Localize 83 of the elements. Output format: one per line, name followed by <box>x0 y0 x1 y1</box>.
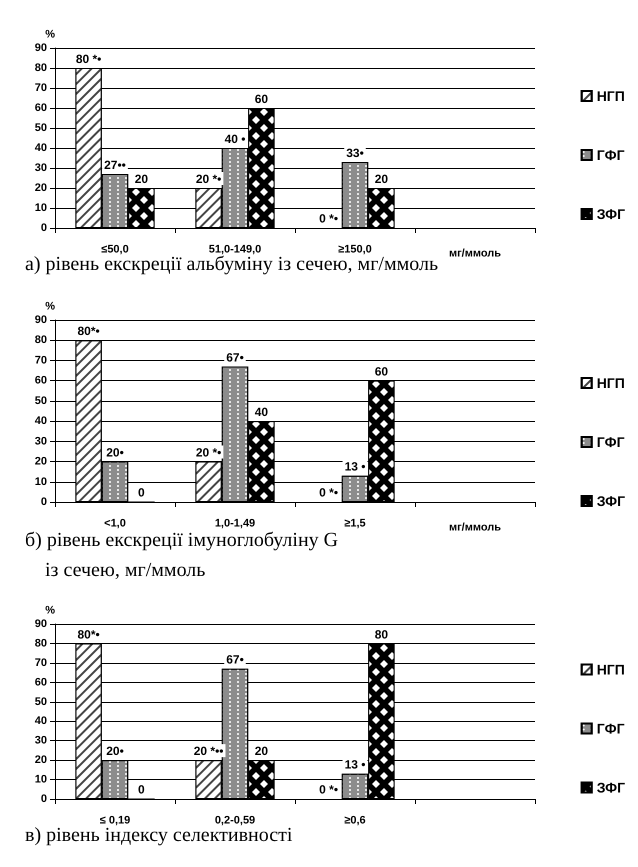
data-label: 0 *• <box>319 212 338 226</box>
data-label: 20 *• <box>196 446 222 460</box>
legend-label: ЗФГ <box>596 206 626 222</box>
data-label: 20 *• <box>196 172 222 186</box>
y-tick-label: 10 <box>34 476 47 488</box>
data-label: 13 • <box>344 758 366 772</box>
y-tick-label: 80 <box>34 62 47 74</box>
data-label: 80 *• <box>76 52 102 66</box>
data-label: 20 <box>374 172 388 186</box>
y-tick-label: 60 <box>34 374 47 387</box>
data-label: 0 <box>138 782 146 796</box>
data-label: 67• <box>226 652 244 667</box>
data-label: 20• <box>106 744 124 758</box>
x-tick-label: 51,0-149,0 <box>208 244 262 256</box>
data-label: 20 *•• <box>194 744 224 758</box>
y-tick-label: 50 <box>34 696 47 708</box>
legend-label: ГФГ <box>596 434 625 450</box>
legend-label: ЗФГ <box>596 780 626 796</box>
y-tick-label: 50 <box>34 394 47 407</box>
data-label: 20• <box>106 446 124 460</box>
y-tick-label: 50 <box>34 122 47 134</box>
y-tick-label: 60 <box>34 102 47 114</box>
legend-label: ГФГ <box>596 720 625 736</box>
legend-label: НГП <box>596 662 625 678</box>
y-tick-label: 0 <box>40 496 47 508</box>
data-label: 40 • <box>224 132 246 146</box>
x-tick-label: ≥1,5 <box>344 518 366 530</box>
y-tick-label: 40 <box>34 142 47 154</box>
legend-label: НГП <box>596 88 625 104</box>
data-label: 60 <box>374 364 388 379</box>
y-tick-label: 80 <box>34 334 47 346</box>
legend-label: ЗФГ <box>596 493 626 509</box>
data-label: 20 <box>254 744 268 758</box>
x-tick-label: 0,2-0,59 <box>214 814 256 826</box>
x-tick-label: ≥150,0 <box>338 244 372 256</box>
data-label: 13 • <box>344 460 366 474</box>
data-label: 0 *• <box>319 486 338 500</box>
y-tick-label: 30 <box>34 162 47 174</box>
x-tick-label: ≤50,0 <box>101 244 129 256</box>
data-label: 80*• <box>77 324 100 338</box>
data-label: 33• <box>346 146 364 160</box>
y-tick-label: 20 <box>34 182 47 194</box>
y-axis-title: % <box>45 300 56 312</box>
y-tick-label: 80 <box>34 637 47 650</box>
text: в) рівень індексу селективності <box>25 824 293 846</box>
y-tick-label: 40 <box>34 415 47 428</box>
y-tick-label: 70 <box>34 656 47 669</box>
data-label: 40 <box>254 405 268 420</box>
y-tick-label: 60 <box>34 676 47 688</box>
y-tick-label: 70 <box>34 82 47 94</box>
y-tick-label: 20 <box>34 456 47 468</box>
x-axis-title: мг/ммоль <box>448 248 502 260</box>
y-tick-label: 30 <box>34 435 47 448</box>
y-tick-label: 70 <box>34 354 47 366</box>
data-label: 80*• <box>77 627 100 642</box>
data-label: 0 <box>138 486 146 500</box>
data-label: 20 <box>134 172 148 186</box>
x-tick-label: ≥0,6 <box>344 814 366 826</box>
data-label: 27•• <box>104 158 126 172</box>
text: б) рівень екскреції імуноглобуліну G із сечею, мг/ммоль <box>25 529 338 581</box>
legend-label: ГФГ <box>596 147 625 163</box>
x-tick-label: 1,0-1,49 <box>214 518 256 530</box>
x-tick-label: <1,0 <box>104 518 126 530</box>
y-tick-label: 0 <box>40 793 47 805</box>
y-tick-label: 10 <box>34 774 47 786</box>
y-axis-title: % <box>45 28 56 40</box>
data-label: 80 <box>374 627 388 642</box>
data-label: 60 <box>254 92 268 106</box>
x-axis-title: мг/ммоль <box>448 522 502 534</box>
data-label: 67• <box>226 350 244 365</box>
data-label: 0 *• <box>319 782 338 796</box>
legend-label: НГП <box>596 375 625 391</box>
text: а) рівень екскреції альбуміну із сечею, мг/ммоль <box>25 253 438 275</box>
y-tick-label: 90 <box>34 618 47 630</box>
y-axis-title: % <box>45 604 56 616</box>
y-tick-label: 0 <box>40 222 47 234</box>
y-tick-label: 10 <box>34 202 47 214</box>
y-tick-label: 90 <box>34 314 47 326</box>
y-tick-label: 30 <box>34 734 47 747</box>
y-tick-label: 90 <box>34 42 47 54</box>
x-tick-label: ≤ 0,19 <box>100 814 130 826</box>
y-tick-label: 40 <box>34 715 47 728</box>
y-tick-label: 20 <box>34 754 47 766</box>
